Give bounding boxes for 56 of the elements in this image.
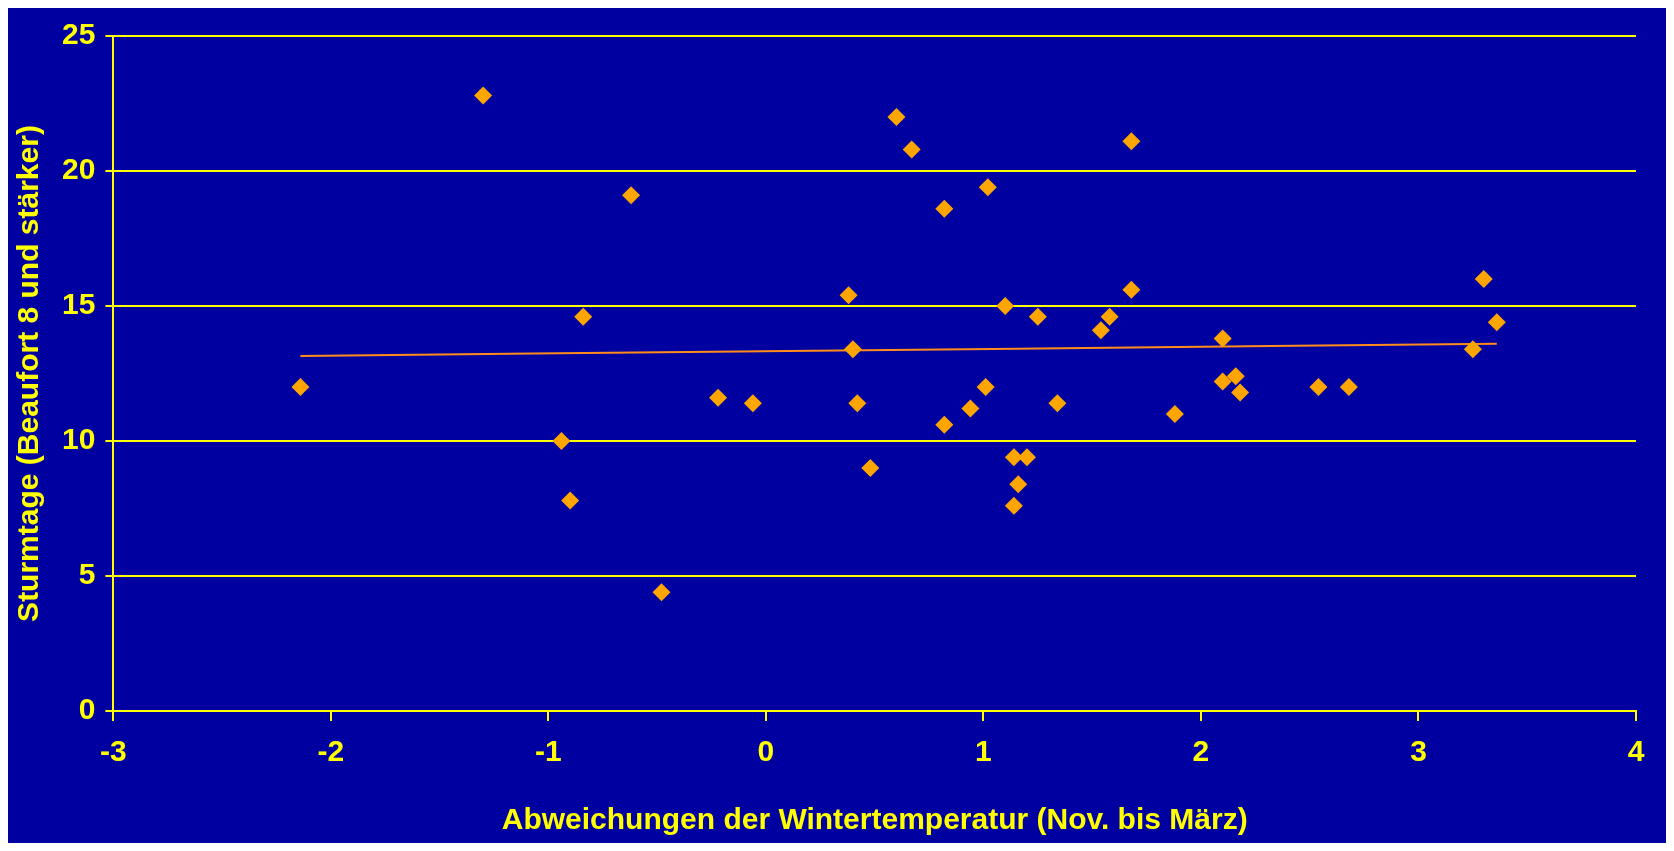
point	[902, 140, 921, 159]
point	[935, 415, 954, 434]
point	[1048, 394, 1067, 413]
x-tick-label: -2	[317, 734, 345, 768]
point	[961, 399, 980, 418]
x-tick-label: 0	[757, 734, 775, 768]
point	[887, 108, 906, 126]
y-tick-label: 20	[61, 152, 96, 186]
point	[1165, 405, 1184, 423]
point	[574, 307, 593, 326]
y-tick-label: 0	[78, 692, 96, 726]
point	[1213, 372, 1232, 391]
point	[474, 86, 493, 105]
y-tick-label: 5	[78, 557, 96, 591]
y-axis-title: Sturmtage (Beaufort 8 und stärker)	[11, 125, 45, 622]
y-tick-label: 15	[61, 287, 96, 321]
point	[1309, 378, 1328, 396]
point	[1122, 280, 1141, 299]
point	[996, 297, 1015, 315]
point	[861, 459, 880, 477]
point	[1339, 378, 1358, 396]
point	[1004, 496, 1023, 515]
point	[1231, 383, 1250, 402]
point	[839, 286, 858, 305]
x-tick-label: 3	[1410, 734, 1427, 768]
point	[1091, 321, 1110, 340]
point	[1213, 329, 1232, 348]
y-tick-label: 25	[61, 17, 96, 51]
point	[291, 378, 310, 396]
point	[1028, 307, 1047, 326]
point	[843, 340, 862, 359]
x-tick-label: -1	[535, 734, 562, 768]
x-tick-label: 2	[1192, 734, 1210, 768]
point	[561, 491, 580, 510]
point	[552, 432, 571, 450]
point	[1487, 313, 1506, 332]
x-tick-label: 4	[1627, 734, 1645, 768]
y-tick-label: 10	[61, 422, 96, 456]
x-tick-label: -3	[100, 734, 127, 768]
point	[1004, 448, 1023, 467]
point	[622, 186, 641, 205]
point	[1226, 367, 1245, 386]
point	[976, 378, 995, 396]
point	[743, 394, 762, 413]
point	[1474, 270, 1493, 288]
point	[1009, 475, 1028, 494]
x-axis-title: Abweichungen der Wintertemperatur (Nov. bis März)	[501, 802, 1248, 836]
point	[848, 394, 867, 413]
point	[935, 199, 954, 218]
point	[709, 388, 728, 407]
point	[652, 583, 671, 602]
x-tick-label: 1	[975, 734, 992, 768]
point	[978, 178, 997, 197]
point	[1463, 340, 1482, 359]
point	[1122, 132, 1141, 151]
point	[1100, 307, 1119, 326]
